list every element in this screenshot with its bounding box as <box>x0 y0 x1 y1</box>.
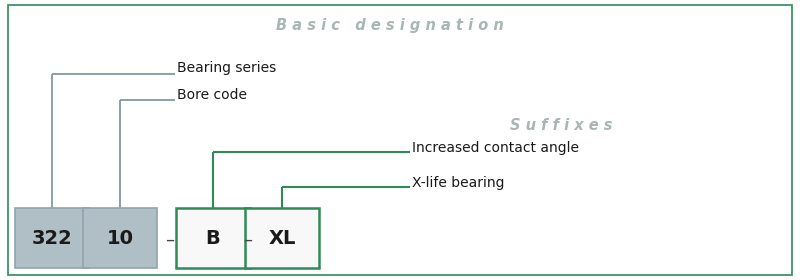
Text: Increased contact angle: Increased contact angle <box>412 141 579 155</box>
Text: Bearing series: Bearing series <box>177 61 276 75</box>
Text: S u f f i x e s: S u f f i x e s <box>510 118 613 133</box>
Text: B: B <box>206 228 220 248</box>
Bar <box>245 208 319 268</box>
Bar <box>83 208 157 268</box>
Text: 322: 322 <box>32 228 72 248</box>
Text: –: – <box>166 231 174 249</box>
Text: 10: 10 <box>106 228 134 248</box>
Text: XL: XL <box>268 228 296 248</box>
Text: B a s i c   d e s i g n a t i o n: B a s i c d e s i g n a t i o n <box>276 18 504 33</box>
Text: –: – <box>243 231 253 249</box>
Bar <box>176 208 250 268</box>
Bar <box>15 208 89 268</box>
Text: X-life bearing: X-life bearing <box>412 176 505 190</box>
Text: Bore code: Bore code <box>177 88 247 102</box>
